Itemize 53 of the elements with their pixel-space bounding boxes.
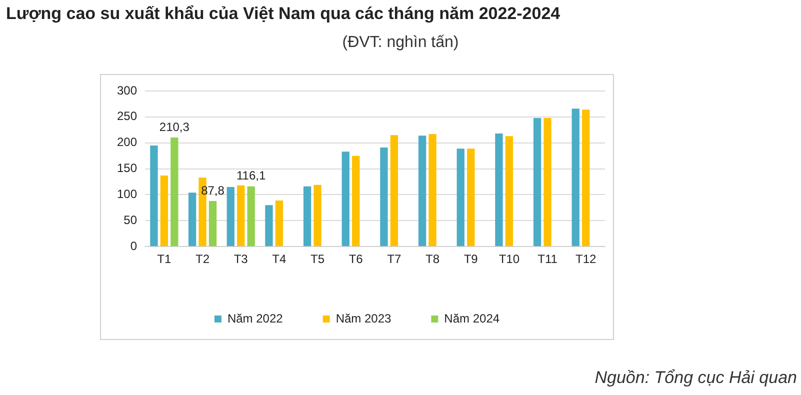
y-tick-label: 300 <box>116 83 138 98</box>
chart-title: Lượng cao su xuất khẩu của Việt Nam qua các tháng năm 2022-2024 <box>6 4 560 24</box>
bar <box>352 156 360 246</box>
legend-label: Năm 2024 <box>444 311 500 326</box>
y-tick-label: 200 <box>116 135 138 150</box>
bar <box>456 148 464 246</box>
x-tick-label: T8 <box>426 252 440 266</box>
bar <box>208 201 217 246</box>
legend-label: Năm 2022 <box>227 311 284 326</box>
text: Nguồn: Tổng cục Hải quan <box>594 368 797 388</box>
bar <box>428 134 436 246</box>
chart-subtitle: (ĐVT: nghìn tấn) <box>341 34 460 52</box>
x-tick-label: T3 <box>234 252 248 266</box>
x-tick-label: T5 <box>310 252 325 266</box>
x-tick-label: T7 <box>387 252 402 266</box>
y-tick-label: 150 <box>116 161 138 176</box>
y-tick-label: 250 <box>116 109 138 124</box>
x-tick-label: T4 <box>272 252 287 266</box>
bar <box>467 148 475 246</box>
bar <box>160 176 168 246</box>
x-tick-label: T12 <box>575 252 596 266</box>
bar <box>418 136 426 246</box>
bar <box>170 138 178 246</box>
y-tick-label: 50 <box>124 212 138 227</box>
bar <box>150 145 158 246</box>
bar <box>380 148 388 246</box>
x-tick-label: T6 <box>348 252 364 266</box>
y-tick-label: 0 <box>130 238 138 253</box>
x-tick-label: T1 <box>157 252 172 266</box>
x-tick-label: T2 <box>196 252 210 266</box>
data-label: 116,1 <box>236 168 266 183</box>
data-label: 210,3 <box>159 120 190 134</box>
x-tick-label: T10 <box>498 252 520 266</box>
bar <box>533 118 542 246</box>
y-tick-label: 100 <box>116 187 138 202</box>
bar <box>582 110 590 246</box>
bar <box>237 185 245 246</box>
x-tick-label: T9 <box>464 252 478 266</box>
bar <box>572 108 580 246</box>
bar <box>505 136 514 246</box>
bar <box>303 186 312 246</box>
bar <box>188 192 196 246</box>
x-tick-label: T11 <box>538 252 558 266</box>
bar <box>544 118 552 246</box>
bar <box>342 152 350 246</box>
bar <box>226 186 234 246</box>
bar <box>495 134 503 246</box>
bar <box>275 200 284 246</box>
legend-label: Năm 2023 <box>336 311 392 326</box>
bar <box>247 186 255 246</box>
bar <box>390 135 398 246</box>
bar <box>314 184 322 246</box>
bar <box>265 205 273 246</box>
